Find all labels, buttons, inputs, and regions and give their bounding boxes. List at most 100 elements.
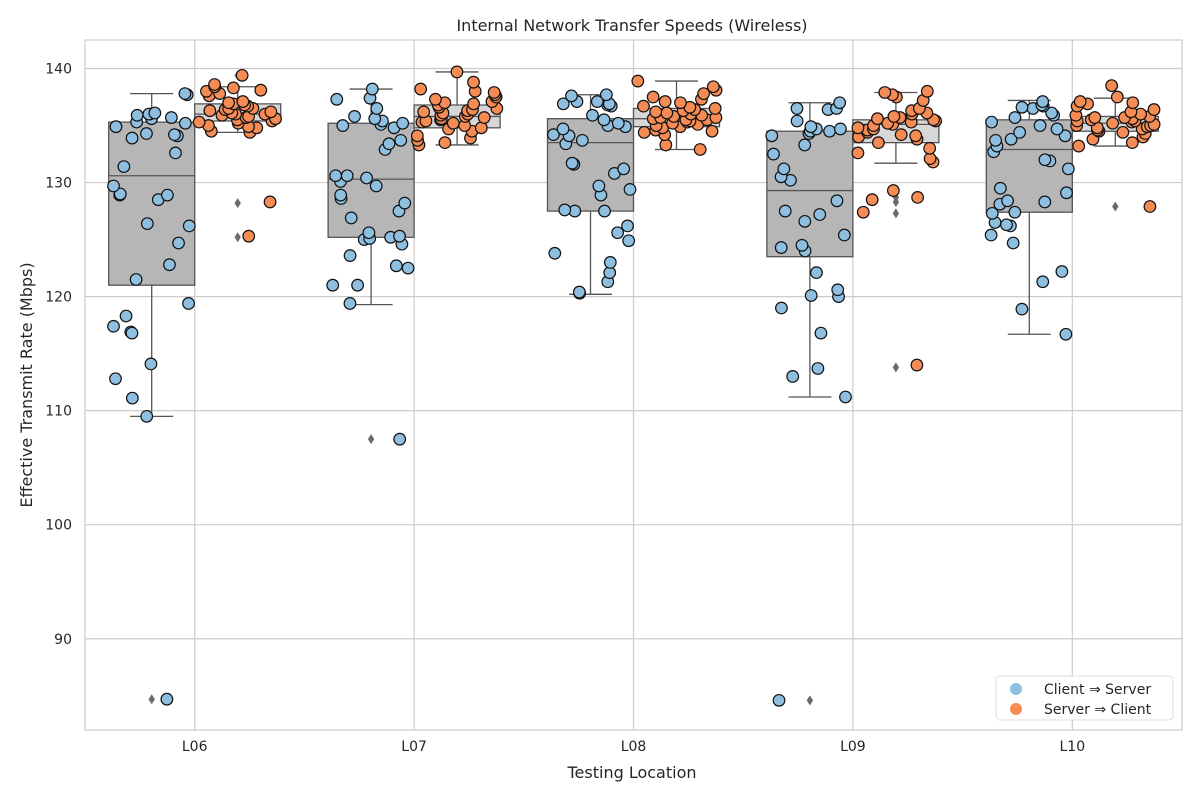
data-point [263, 195, 277, 209]
data-point [795, 238, 809, 252]
data-point [1072, 139, 1086, 153]
data-point [810, 266, 823, 280]
data-point [1105, 79, 1119, 93]
data-point [548, 246, 562, 260]
outlier-marker [234, 232, 241, 243]
data-point [697, 87, 711, 101]
data-point [631, 74, 645, 88]
data-point [227, 81, 240, 95]
data-point [811, 362, 825, 375]
legend-label: Server ⇒ Client [1044, 702, 1152, 718]
outlier-marker [892, 362, 900, 373]
data-point [192, 115, 206, 129]
data-point [1001, 194, 1014, 208]
data-point [365, 82, 379, 96]
data-point [851, 146, 865, 160]
legend-marker [1010, 703, 1022, 715]
data-point [831, 283, 845, 297]
outlier-marker [234, 198, 241, 209]
data-point [125, 131, 139, 145]
data-point [772, 693, 786, 707]
data-point [330, 92, 344, 106]
data-point [565, 89, 578, 103]
data-point [556, 97, 570, 111]
data-point [706, 80, 720, 94]
data-point [182, 219, 196, 233]
data-point [834, 122, 847, 136]
data-point [1015, 302, 1029, 316]
data-point [368, 112, 382, 126]
data-point [130, 108, 144, 122]
data-point [839, 390, 852, 404]
data-point [984, 228, 998, 242]
data-point [814, 326, 828, 340]
data-point [830, 194, 844, 208]
data-point [109, 372, 122, 386]
data-points [107, 65, 1161, 707]
data-point [556, 122, 570, 136]
data-point [410, 129, 424, 143]
data-point [911, 190, 925, 204]
data-point [140, 127, 153, 140]
data-point [450, 65, 464, 79]
data-point [871, 136, 885, 150]
data-point [1006, 236, 1020, 250]
data-point [344, 211, 358, 225]
data-point [994, 181, 1007, 195]
data-point [708, 102, 722, 115]
data-point [565, 156, 579, 170]
legend-frame [995, 675, 1174, 721]
data-point [674, 96, 687, 110]
y-tick-label: 110 [45, 404, 72, 420]
data-point [348, 110, 361, 123]
x-tick-label: L06 [182, 739, 208, 755]
data-point [777, 162, 791, 176]
data-point [547, 128, 560, 142]
data-point [1126, 96, 1140, 110]
data-point [1004, 132, 1018, 146]
legend-label: Client ⇒ Server [1044, 682, 1151, 698]
y-tick-label: 100 [45, 518, 72, 534]
data-point [1055, 265, 1069, 278]
data-point [144, 357, 158, 371]
x-tick-label: L07 [401, 739, 427, 755]
data-point [790, 114, 804, 128]
data-point [813, 208, 827, 221]
data-point [798, 214, 812, 228]
x-axis-label: Testing Location [566, 763, 696, 782]
data-point [765, 129, 779, 143]
data-point [621, 219, 634, 233]
data-point [389, 259, 403, 273]
data-point [1008, 111, 1022, 124]
data-point [878, 86, 892, 99]
data-point [107, 319, 120, 333]
data-point [1116, 125, 1130, 139]
data-point [804, 120, 818, 134]
data-point [1038, 153, 1052, 167]
data-point [393, 229, 406, 243]
data-point [109, 120, 123, 134]
data-point [1045, 106, 1059, 120]
data-point [909, 129, 923, 143]
data-point [242, 229, 256, 243]
outlier-marker [892, 208, 900, 219]
data-point [182, 297, 195, 310]
outlier-marker [806, 695, 814, 706]
data-point [786, 370, 800, 383]
data-point [856, 205, 870, 219]
data-point [414, 82, 428, 96]
outlier-marker [367, 434, 375, 445]
data-point [369, 179, 383, 193]
data-point [575, 133, 589, 147]
data-point [693, 143, 707, 156]
box [108, 121, 196, 286]
data-point [140, 217, 154, 231]
axes: 90 100 110 120 130 140 L06 L07 L08 L09 L10 [45, 62, 1085, 755]
data-point [140, 409, 154, 423]
data-point [774, 241, 788, 254]
data-point [871, 112, 884, 126]
data-point [254, 83, 268, 97]
data-point [886, 184, 900, 197]
data-point [382, 137, 396, 151]
data-point [598, 204, 611, 218]
